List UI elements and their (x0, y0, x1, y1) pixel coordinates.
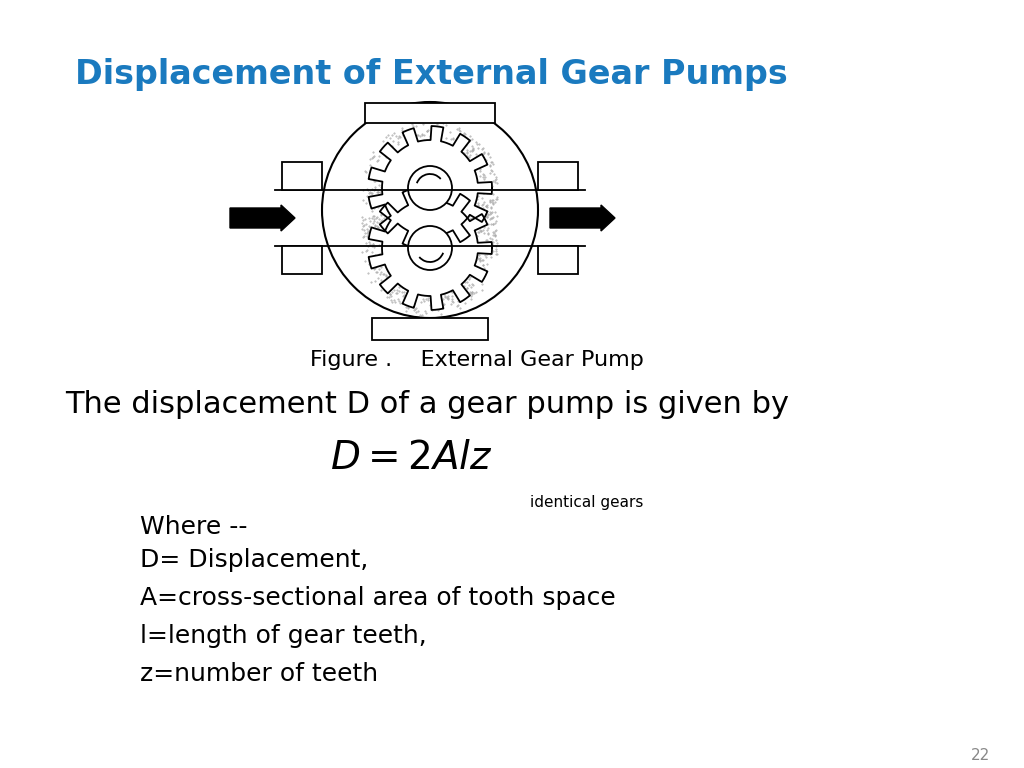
Text: $D = 2Alz$: $D = 2Alz$ (330, 440, 493, 477)
Text: z=number of teeth: z=number of teeth (140, 662, 378, 686)
Text: Displacement of External Gear Pumps: Displacement of External Gear Pumps (75, 58, 787, 91)
Polygon shape (369, 126, 492, 250)
Text: A=cross-sectional area of tooth space: A=cross-sectional area of tooth space (140, 586, 615, 610)
Text: l=length of gear teeth,: l=length of gear teeth, (140, 624, 427, 648)
Bar (372, 318, 488, 340)
Polygon shape (369, 186, 492, 310)
Text: identical gears: identical gears (530, 495, 643, 510)
Circle shape (408, 226, 452, 270)
FancyArrow shape (550, 205, 615, 231)
Bar (538, 162, 578, 190)
Text: Figure .    External Gear Pump: Figure . External Gear Pump (310, 350, 644, 370)
Circle shape (408, 166, 452, 210)
Bar (365, 103, 495, 123)
Text: 22: 22 (971, 748, 990, 763)
Text: The displacement D of a gear pump is given by: The displacement D of a gear pump is giv… (65, 390, 790, 419)
Bar (538, 246, 578, 274)
Text: Where --: Where -- (140, 515, 248, 539)
Bar (282, 162, 322, 190)
Text: D= Displacement,: D= Displacement, (140, 548, 369, 572)
FancyArrow shape (230, 205, 295, 231)
Bar (282, 246, 322, 274)
